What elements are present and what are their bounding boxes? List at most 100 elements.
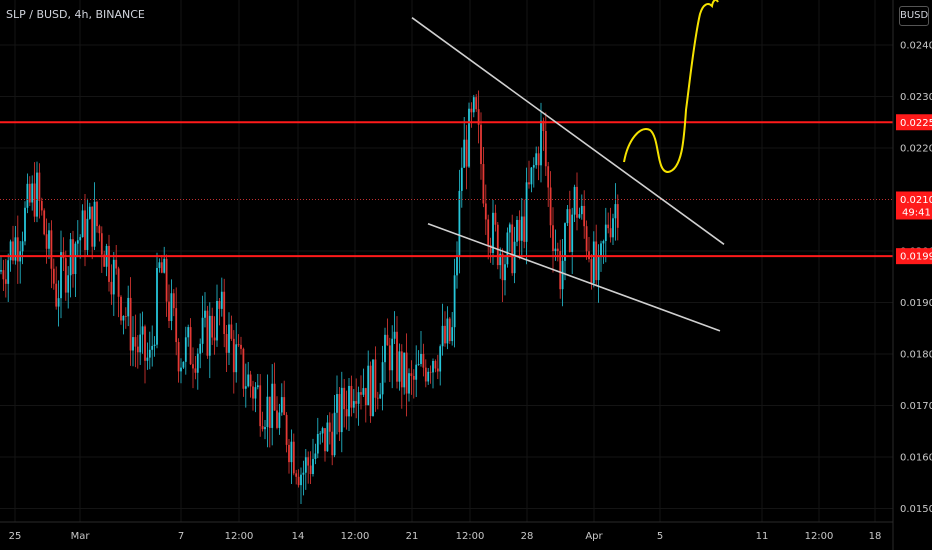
candle <box>182 361 185 370</box>
candle <box>391 325 394 389</box>
countdown-label: 49:41 <box>902 208 931 219</box>
time-tick-label: 11 <box>756 531 769 542</box>
candle <box>535 146 538 169</box>
candle <box>254 382 257 413</box>
candle <box>31 175 34 211</box>
candle <box>458 169 461 274</box>
candle <box>129 277 132 366</box>
candle <box>201 295 204 353</box>
candle <box>50 220 53 289</box>
candle <box>134 314 137 368</box>
candle <box>427 367 430 385</box>
candle <box>146 342 149 370</box>
candle <box>412 369 415 399</box>
candle <box>578 207 581 219</box>
candle <box>100 226 103 273</box>
candle <box>340 371 343 453</box>
candle <box>252 380 254 411</box>
candle <box>484 184 487 235</box>
candle <box>268 396 271 448</box>
candle <box>43 208 46 236</box>
candle <box>379 382 382 400</box>
candle <box>523 199 526 249</box>
candle <box>180 358 182 384</box>
candle <box>588 236 590 263</box>
candle <box>511 214 514 276</box>
time-tick-label: Apr <box>585 531 603 542</box>
time-tick-label: 12:00 <box>805 531 834 542</box>
candle <box>446 306 449 350</box>
candle <box>472 94 475 118</box>
candle <box>487 214 490 260</box>
candle <box>242 347 245 397</box>
candle <box>151 325 154 367</box>
current-price-tag-bg <box>896 191 932 220</box>
time-tick-label: 21 <box>406 531 419 542</box>
candle <box>127 285 130 327</box>
candle <box>33 162 36 223</box>
candle <box>228 312 230 366</box>
candle <box>552 207 554 273</box>
candle <box>57 280 60 327</box>
candle <box>40 197 43 216</box>
candle <box>496 222 499 270</box>
candle <box>436 354 439 380</box>
candle <box>540 102 542 183</box>
candle <box>67 266 70 309</box>
candle <box>235 322 238 383</box>
candle <box>465 124 468 190</box>
candle <box>261 411 264 432</box>
candle <box>110 264 113 305</box>
quote-currency-badge[interactable]: BUSD <box>899 6 929 26</box>
candle <box>156 252 158 349</box>
price-tick-label: 0.0180 <box>900 350 932 361</box>
candle <box>415 345 418 398</box>
candle <box>403 352 406 395</box>
candle <box>264 419 266 440</box>
candle <box>609 207 612 243</box>
candle <box>60 230 62 319</box>
candle <box>168 284 170 329</box>
candle <box>189 318 192 365</box>
candle <box>0 257 2 275</box>
support-price-tag-bg <box>896 248 932 265</box>
support-price-tag: 0.0199 <box>900 252 932 263</box>
candle <box>309 451 312 484</box>
time-axis[interactable]: 25 Mar 7 12:00 14 12:00 21 12:00 28 Apr 5 11 12:00 18 <box>0 521 893 542</box>
candle <box>19 241 22 284</box>
candle <box>319 431 322 445</box>
candle <box>504 254 506 296</box>
candle <box>213 316 216 355</box>
candle <box>86 198 89 256</box>
candle <box>16 215 19 284</box>
time-tick-label: 12:00 <box>456 531 485 542</box>
price-axis[interactable]: 0.01500.01600.01700.01800.01900.02000.02… <box>892 0 932 550</box>
candle <box>88 202 91 220</box>
candle <box>7 253 10 302</box>
candle <box>434 359 437 373</box>
candle <box>112 251 115 316</box>
candle <box>429 365 432 384</box>
candle <box>72 230 74 288</box>
candle <box>208 302 211 379</box>
candle <box>475 94 478 112</box>
candle <box>244 363 247 408</box>
candle <box>314 443 317 465</box>
time-tick-label: 12:00 <box>225 531 254 542</box>
candle <box>276 396 278 430</box>
price-tick-label: 0.0170 <box>900 401 932 412</box>
candle <box>576 172 578 231</box>
candle <box>355 378 358 419</box>
candle <box>508 222 511 252</box>
candle <box>96 200 98 233</box>
candle <box>345 390 348 430</box>
candle <box>420 330 422 367</box>
candle <box>482 147 485 208</box>
candle <box>26 173 29 214</box>
candle <box>568 190 571 253</box>
candle <box>470 102 473 128</box>
candle <box>158 258 161 273</box>
candle <box>249 370 252 398</box>
candle <box>374 346 377 412</box>
